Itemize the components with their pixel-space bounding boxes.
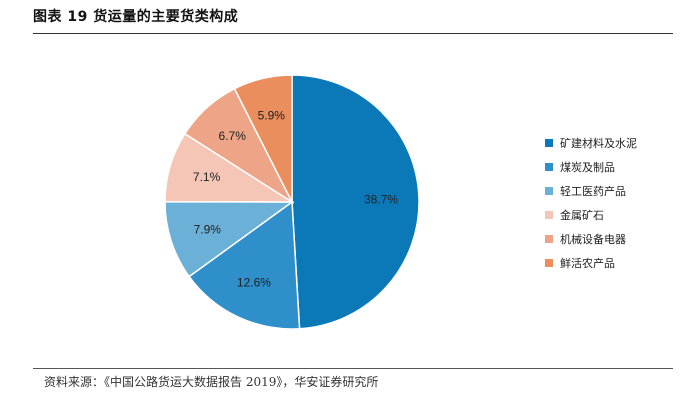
legend-swatch	[545, 187, 553, 195]
legend-item: 鲜活农产品	[545, 251, 637, 275]
top-rule	[33, 33, 673, 34]
slice-data-label: 38.7%	[364, 192, 398, 206]
source-note: 资料来源：《中国公路货运大数据报告 2019》，华安证券研究所	[44, 375, 379, 389]
chart-legend: 矿建材料及水泥 煤炭及制品轻工医药产品 金属矿石机械设备电器 鲜活农产品	[545, 131, 637, 275]
pie-slice-1	[291, 74, 420, 330]
legend-label: 矿建材料及水泥	[560, 137, 637, 150]
legend-item: 轻工医药产品	[545, 179, 637, 203]
pie-slice-3	[164, 200, 295, 278]
pie-slice-6	[233, 74, 293, 203]
legend-swatch	[545, 163, 553, 171]
slice-data-label: 7.9%	[194, 222, 222, 236]
legend-swatch	[545, 235, 553, 243]
figure-title: 图表 19 货运量的主要货类构成	[33, 9, 239, 25]
slice-data-label: 5.9%	[258, 108, 286, 122]
legend-label: 轻工医药产品	[560, 185, 626, 198]
legend-swatch	[545, 139, 553, 147]
legend-label: 金属矿石	[560, 209, 604, 222]
legend-item: 金属矿石	[545, 203, 637, 227]
pie-slice-2	[188, 200, 301, 330]
slice-data-label: 6.7%	[219, 129, 247, 143]
bottom-rule	[33, 368, 673, 369]
slice-data-label: 12.6%	[237, 275, 271, 289]
legend-item: 煤炭及制品	[545, 155, 637, 179]
legend-item: 机械设备电器	[545, 227, 637, 251]
legend-label: 鲜活农产品	[560, 257, 615, 270]
legend-label: 机械设备电器	[560, 233, 626, 246]
legend-label: 煤炭及制品	[560, 161, 615, 174]
legend-item: 矿建材料及水泥	[545, 131, 637, 155]
legend-swatch	[545, 259, 553, 267]
legend-swatch	[545, 211, 553, 219]
slice-data-label: 7.1%	[193, 170, 221, 184]
